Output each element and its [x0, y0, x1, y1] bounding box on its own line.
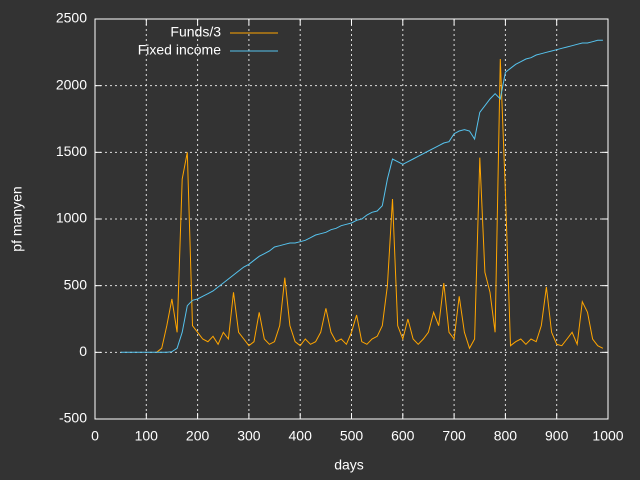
- x-tick-label: 800: [494, 428, 518, 444]
- y-tick-label: -500: [59, 410, 87, 426]
- y-tick-label: 500: [64, 276, 88, 292]
- x-tick-label: 0: [91, 428, 99, 444]
- series-line: [120, 39, 603, 353]
- plot-border: [94, 18, 609, 420]
- legend-label: Funds/3: [170, 24, 221, 40]
- y-tick-label: 2500: [56, 10, 87, 26]
- y-tick-label: 2000: [56, 76, 87, 92]
- y-axis-label: pf manyen: [9, 186, 25, 251]
- x-tick-label: 100: [135, 428, 159, 444]
- legend-label: Fixed income: [138, 42, 221, 58]
- x-tick-label: 600: [391, 428, 415, 444]
- x-tick-label: 1000: [592, 428, 623, 444]
- y-tick-label: 0: [79, 343, 87, 359]
- x-axis-label: days: [334, 457, 364, 473]
- x-tick-label: 700: [442, 428, 466, 444]
- x-tick-label: 400: [289, 428, 313, 444]
- x-tick-label: 200: [186, 428, 210, 444]
- y-tick-label: 1500: [56, 143, 87, 159]
- y-tick-label: 1000: [56, 210, 87, 226]
- series-line: [156, 58, 604, 353]
- x-tick-label: 300: [237, 428, 261, 444]
- x-tick-label: 900: [545, 428, 569, 444]
- x-tick-label: 500: [340, 428, 364, 444]
